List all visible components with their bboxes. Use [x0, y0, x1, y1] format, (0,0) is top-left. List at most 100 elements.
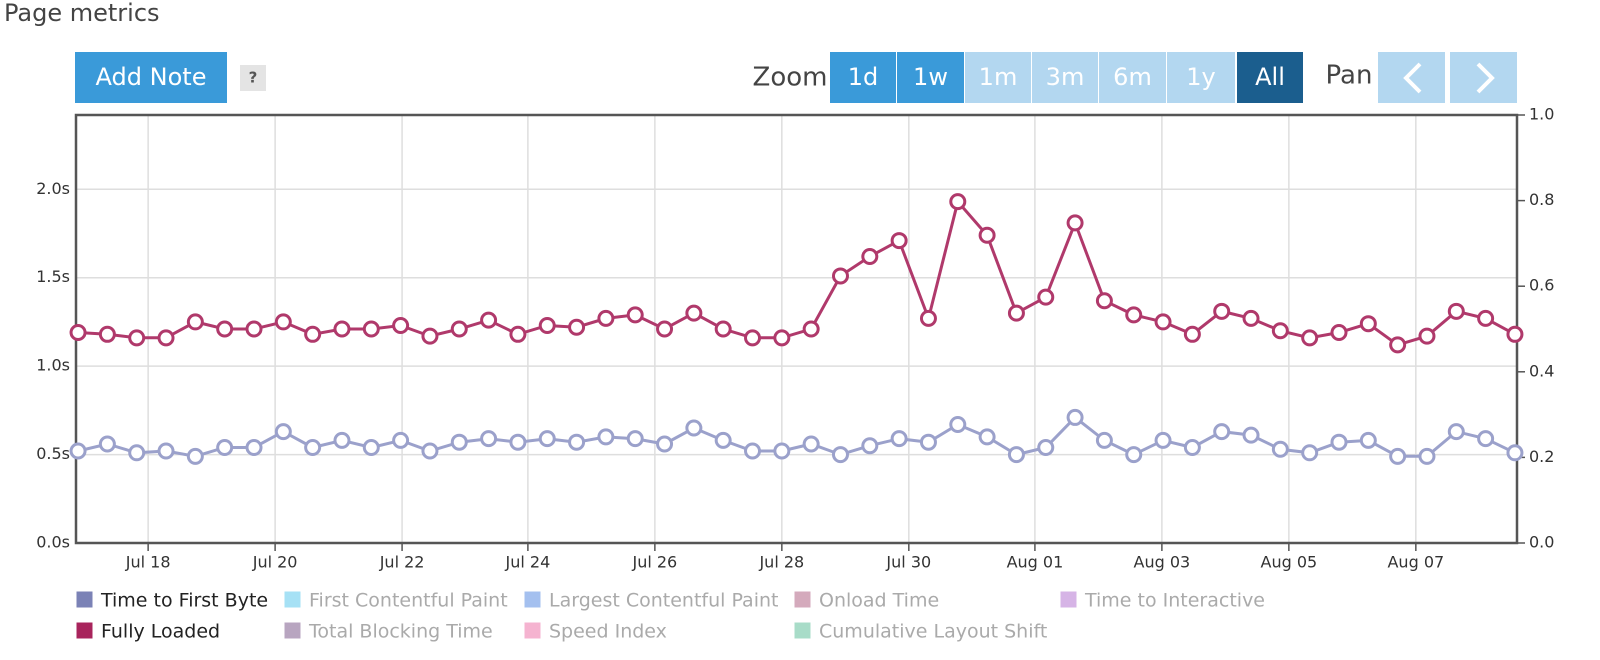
data-point [274, 313, 292, 331]
zoom-group: 1d 1w 1m 3m 6m 1y All [830, 52, 1303, 103]
x-tick-label: Jul 22 [379, 553, 425, 572]
data-point [656, 435, 674, 453]
data-point [568, 318, 586, 336]
button-label: 6m [1113, 63, 1152, 91]
x-tick-label: Jul 28 [758, 553, 804, 572]
data-point [128, 444, 146, 462]
legend-item[interactable]: First Contentful Paint [283, 590, 508, 612]
data-point [509, 325, 527, 343]
pan-right[interactable] [1450, 52, 1517, 103]
data-point [890, 232, 908, 250]
data-point [69, 324, 87, 342]
button-label: Add Note [96, 63, 207, 91]
x-tick-label: Jul 18 [125, 553, 171, 572]
data-point [949, 193, 967, 211]
data-point [480, 311, 498, 329]
page-title: Page metrics [4, 0, 160, 27]
data-point [1330, 324, 1348, 342]
data-point [597, 428, 615, 446]
legend-item[interactable]: Total Blocking Time [283, 621, 493, 643]
legend-item[interactable]: Time to Interactive [1059, 590, 1265, 612]
data-point [1359, 315, 1377, 333]
button-label: All [1255, 63, 1285, 91]
help-button[interactable]: ? [240, 65, 266, 91]
legend-label: First Contentful Paint [309, 590, 508, 612]
zoom-button[interactable]: All [1237, 52, 1303, 103]
x-tick-label: Jul 30 [885, 553, 931, 572]
legend-label: Total Blocking Time [308, 621, 493, 643]
data-point [802, 435, 820, 453]
data-point [919, 433, 937, 451]
button-bg [1032, 52, 1098, 103]
data-point [1037, 288, 1055, 306]
button-bg [1167, 52, 1235, 103]
x-tick-label: Jul 26 [631, 553, 677, 572]
data-point [1183, 325, 1201, 343]
data-point [1154, 313, 1172, 331]
data-point [1271, 440, 1289, 458]
data-point [1389, 336, 1407, 354]
legend-swatch [1059, 590, 1078, 609]
data-point [1418, 327, 1436, 345]
data-point [245, 438, 263, 456]
data-point [1066, 214, 1084, 232]
legend-swatch [793, 590, 812, 609]
data-point [1007, 304, 1025, 322]
zoom-button[interactable]: 1y [1167, 52, 1235, 103]
data-point [362, 438, 380, 456]
legend-swatch [283, 621, 302, 640]
data-point [392, 316, 410, 334]
button-label: 1w [913, 63, 948, 91]
button-label: 1d [848, 63, 879, 91]
pan-left[interactable] [1378, 52, 1445, 103]
zoom-button[interactable]: 1w [897, 52, 964, 103]
data-point [1066, 408, 1084, 426]
data-point [861, 247, 879, 265]
legend-item[interactable]: Cumulative Layout Shift [793, 621, 1047, 643]
button-bg [1378, 52, 1445, 103]
button-bg [1099, 52, 1166, 103]
data-point [1095, 431, 1113, 449]
data-point [1242, 426, 1260, 444]
legend-swatch [523, 621, 542, 640]
legend-swatch [283, 590, 302, 609]
x-tick-label: Jul 20 [252, 553, 298, 572]
series-line [78, 198, 1516, 347]
zoom-button[interactable]: 6m [1099, 52, 1166, 103]
legend-item[interactable]: Onload Time [793, 590, 939, 612]
data-point [744, 442, 762, 460]
legend-item[interactable]: Largest Contentful Paint [523, 590, 778, 612]
data-point [421, 327, 439, 345]
data-point [714, 431, 732, 449]
data-point [98, 325, 116, 343]
data-point [1477, 430, 1495, 448]
data-point [685, 419, 703, 437]
data-point [1213, 423, 1231, 441]
data-point [157, 329, 175, 347]
data-point [1007, 446, 1025, 464]
button-label: 1m [979, 63, 1018, 91]
y-tick-label: 1.0s [36, 356, 70, 375]
data-point [1095, 292, 1113, 310]
data-point [186, 447, 204, 465]
data-point [392, 431, 410, 449]
zoom-button[interactable]: 3m [1032, 52, 1098, 103]
data-point [1125, 306, 1143, 324]
data-point [450, 433, 468, 451]
data-point [1447, 423, 1465, 441]
legend-item[interactable]: Fully Loaded [75, 621, 220, 643]
data-point [274, 423, 292, 441]
button-label: 1y [1186, 63, 1215, 91]
data-point [421, 442, 439, 460]
zoom-button[interactable]: 1d [830, 52, 896, 103]
data-point [538, 316, 556, 334]
data-point [69, 442, 87, 460]
legend-item[interactable]: Speed Index [523, 621, 667, 643]
add-note-button[interactable]: Add Note [75, 52, 227, 103]
legend-item[interactable]: Time to First Byte [75, 590, 268, 612]
data-point [333, 431, 351, 449]
data-point [216, 320, 234, 338]
zoom-button[interactable]: 1m [965, 52, 1031, 103]
data-point [1506, 444, 1524, 462]
